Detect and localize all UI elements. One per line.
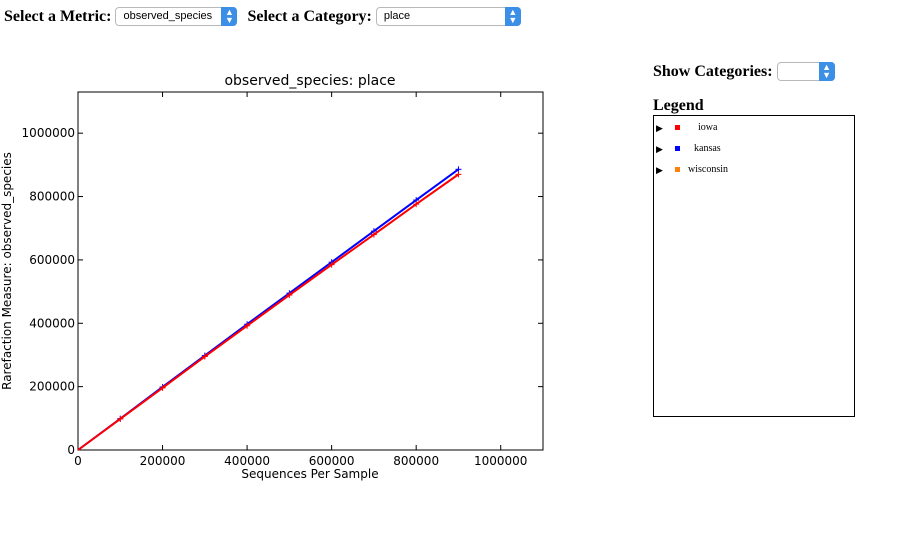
legend-swatch	[675, 167, 680, 172]
expand-triangle-icon[interactable]: ▶	[656, 123, 663, 133]
select-arrows-icon: ▲ ▼	[221, 7, 238, 26]
x-axis-label: Sequences Per Sample	[241, 467, 378, 481]
select-arrows-icon: ▲ ▼	[504, 7, 521, 26]
axis-ticks: 0 200000 400000 600000 800000 1000000 0 200000 4…	[22, 92, 543, 468]
y-tick-label: 200000	[29, 380, 75, 394]
legend-item-label: wisconsin	[688, 164, 728, 175]
series-lines	[77, 166, 462, 451]
legend-item-iowa[interactable]: ▶ iowa	[654, 122, 854, 134]
y-tick-label: 400000	[29, 316, 75, 330]
x-tick-label: 1000000	[474, 454, 527, 468]
category-select-value: place	[383, 10, 411, 22]
y-tick-label: 0	[67, 443, 75, 457]
rarefaction-chart: observed_species: place 0 200000 400000 600…	[0, 73, 544, 481]
metric-label: Select a Metric:	[4, 7, 112, 25]
x-tick-label: 200000	[140, 454, 186, 468]
show-categories-label: Show Categories:	[653, 62, 773, 80]
x-tick-label: 400000	[224, 454, 270, 468]
category-label: Select a Category:	[247, 7, 372, 25]
metric-select[interactable]: observed_species ▲ ▼	[115, 7, 238, 26]
select-arrows-icon: ▲ ▼	[818, 62, 835, 81]
expand-triangle-icon[interactable]: ▶	[656, 165, 663, 175]
plot-frame	[77, 91, 544, 451]
x-tick-label: 600000	[309, 454, 355, 468]
legend-box: ▶ iowa ▶ kansas ▶ wisconsin	[653, 115, 855, 417]
legend-item-kansas[interactable]: ▶ kansas	[654, 143, 854, 155]
legend-item-label: kansas	[694, 143, 721, 154]
chart-title: observed_species: place	[224, 73, 395, 89]
legend-swatch	[675, 146, 680, 151]
y-axis-label: Rarefaction Measure: observed_species	[0, 152, 14, 390]
show-categories: Show Categories: ▲ ▼	[653, 62, 835, 81]
show-categories-select[interactable]: ▲ ▼	[776, 62, 835, 81]
legend-item-wisconsin[interactable]: ▶ wisconsin	[654, 164, 854, 176]
series-line-iowa	[77, 173, 460, 451]
top-controls: Select a Metric: observed_species ▲ ▼ Sel…	[4, 7, 521, 26]
legend-title: Legend	[653, 97, 704, 114]
legend-item-label: iowa	[698, 122, 718, 133]
y-tick-label: 800000	[29, 190, 75, 204]
metric-select-value: observed_species	[123, 10, 213, 22]
y-tick-label: 600000	[29, 253, 75, 267]
category-select[interactable]: place ▲ ▼	[375, 7, 521, 26]
y-tick-label: 1000000	[22, 126, 75, 140]
x-tick-label: 0	[74, 454, 82, 468]
expand-triangle-icon[interactable]: ▶	[656, 144, 663, 154]
legend-swatch	[675, 125, 680, 130]
x-tick-label: 800000	[393, 454, 439, 468]
